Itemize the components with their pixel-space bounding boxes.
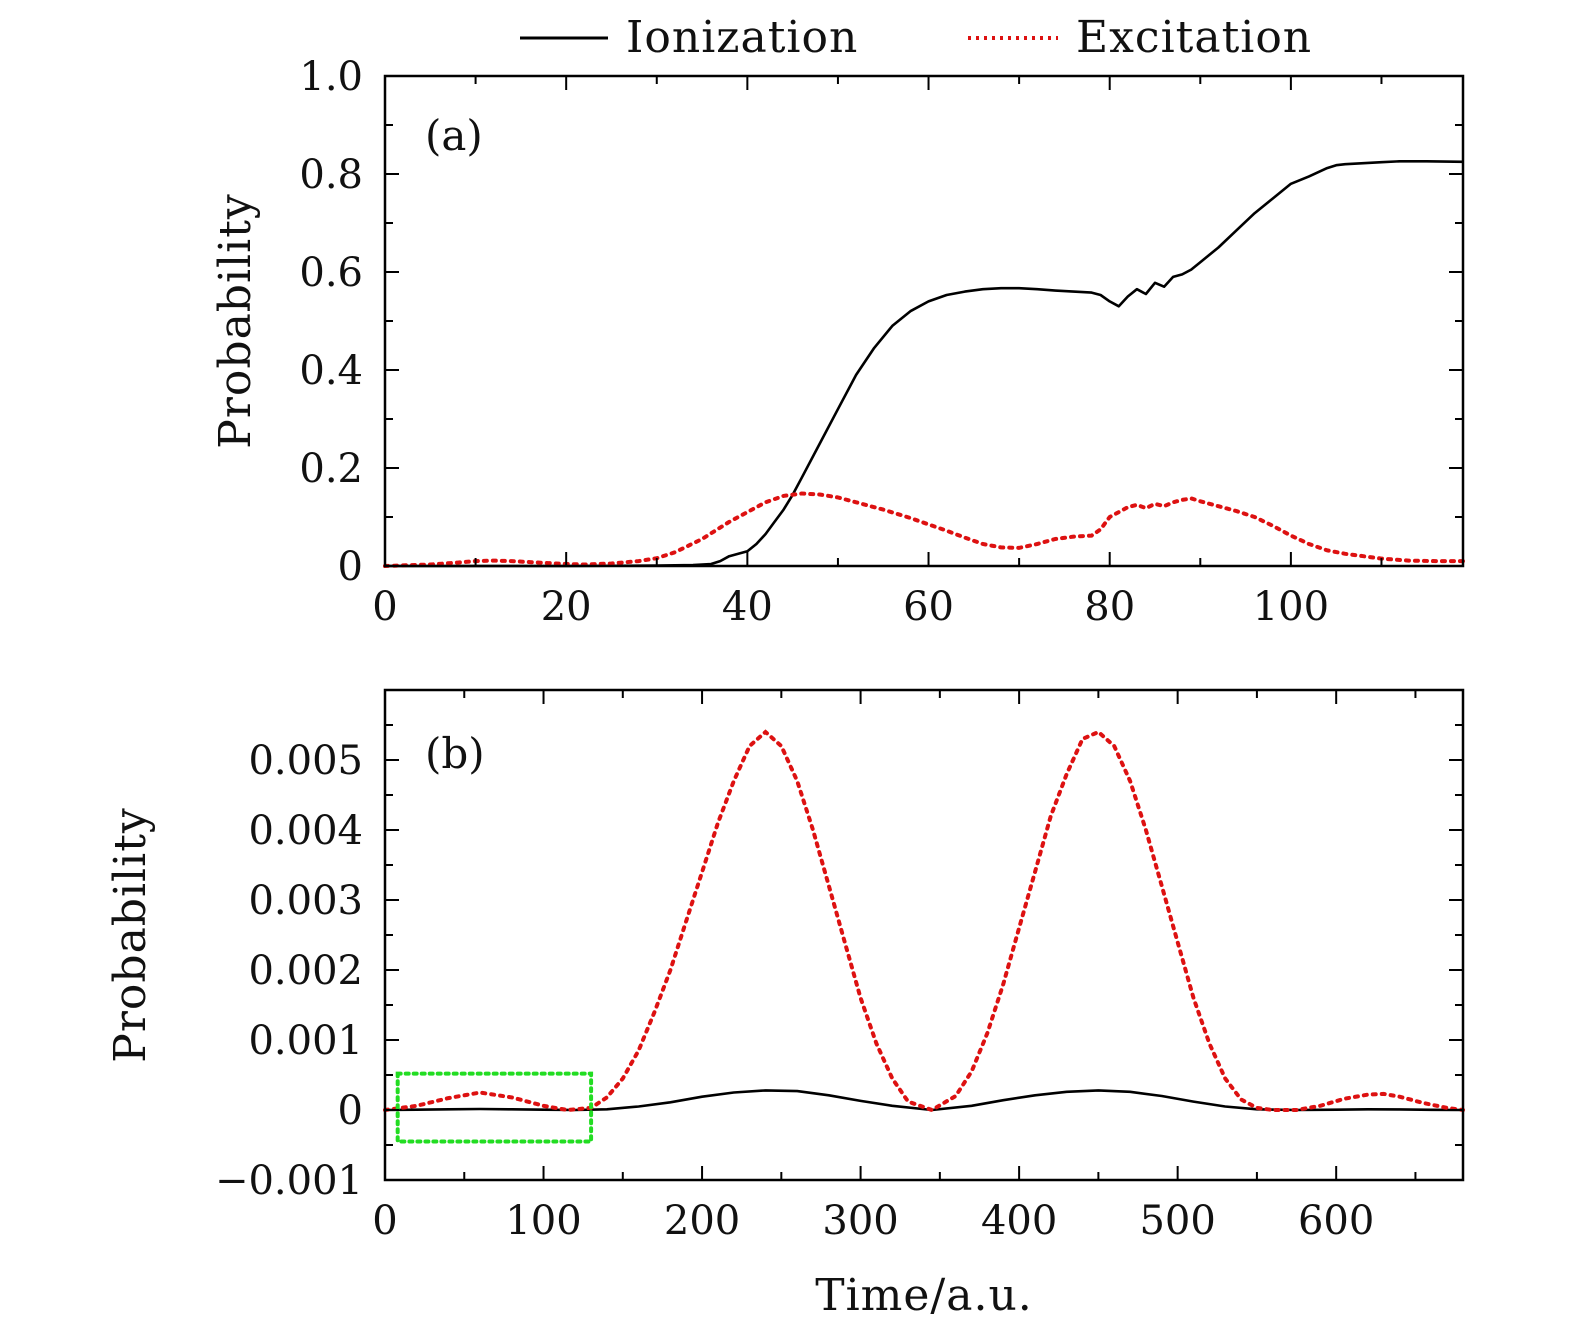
panel-b-ytick-label: 0.002 [248, 948, 363, 994]
panel-b-ylabel: Probability [105, 807, 156, 1062]
panel-a-xtick-label: 40 [722, 584, 773, 630]
panel-a: (a) Probability 0 20 40 60 80 100 0 0.2 0.4 0.6 0.… [210, 54, 1465, 630]
panel-b-highlight-box [395, 1071, 594, 1144]
panel-a-xtick-label: 80 [1084, 584, 1135, 630]
panel-b-xtick-label: 400 [981, 1198, 1057, 1244]
panel-b-xtick-label: 300 [822, 1198, 898, 1244]
panel-b-xtick-label: 500 [1139, 1198, 1215, 1244]
panel-a-label: (a) [425, 111, 483, 160]
legend-excitation-label: Excitation [1076, 12, 1312, 63]
panel-b-ytick-label: 0.003 [248, 878, 363, 924]
panel-b-ytick-label: 0.005 [248, 738, 363, 784]
panel-a-ytick-label: 0.2 [299, 446, 363, 492]
panel-a-xtick-label: 60 [903, 584, 954, 630]
panel-b-xlabel: Time/a.u. [815, 1270, 1033, 1321]
panel-b-ytick-label: 0 [338, 1088, 363, 1134]
panel-a-ytick-label: 0.4 [299, 348, 363, 394]
panel-b-ytick-label: 0.001 [248, 1018, 363, 1064]
panel-a-ytick-label: 1.0 [299, 54, 363, 100]
panel-b-xtick-label: 100 [505, 1198, 581, 1244]
panel-a-ytick-label: 0.6 [299, 250, 363, 296]
panel-a-xtick-label: 0 [372, 584, 397, 630]
panel-b-xtick-label: 600 [1298, 1198, 1374, 1244]
legend: Ionization Excitation [520, 12, 1312, 63]
panel-b-series-excitation [383, 729, 1465, 1113]
panel-a-xtick-label: 20 [541, 584, 592, 630]
panel-b-xtick-label: 0 [372, 1198, 397, 1244]
panel-b: (b) Probability Time/a.u. 0 100 200 300 400 5… [105, 688, 1465, 1321]
legend-ionization-label: Ionization [626, 12, 858, 63]
panel-b-ytick-label: −0.001 [215, 1158, 363, 1204]
panel-b-label: (b) [425, 729, 485, 778]
panel-b-ytick-label: 0.004 [248, 808, 363, 854]
panel-a-xtick-label: 100 [1253, 584, 1329, 630]
panel-a-plot-frame [383, 74, 1465, 568]
panel-a-ylabel: Probability [210, 193, 261, 448]
panel-b-xtick-label: 200 [664, 1198, 740, 1244]
panel-a-ytick-label: 0.8 [299, 152, 363, 198]
panel-a-ytick-label: 0 [338, 544, 363, 590]
panel-a-series-ionization [385, 160, 1464, 568]
panel-a-series-excitation [383, 491, 1465, 568]
